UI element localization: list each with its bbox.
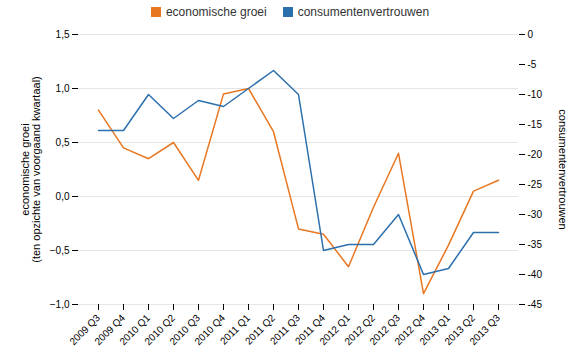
svg-text:1,0: 1,0 (56, 83, 70, 94)
svg-text:2011 Q4: 2011 Q4 (292, 312, 328, 347)
svg-text:−1,0: −1,0 (50, 299, 70, 310)
svg-text:-20: -20 (528, 149, 543, 160)
svg-text:2012 Q2: 2012 Q2 (342, 312, 378, 348)
svg-text:-15: -15 (528, 119, 543, 130)
svg-text:-5: -5 (528, 59, 537, 70)
svg-text:2013 Q3: 2013 Q3 (467, 312, 502, 347)
svg-text:2011 Q2: 2011 Q2 (242, 312, 278, 347)
svg-text:2010 Q4: 2010 Q4 (192, 312, 228, 348)
svg-text:1,5: 1,5 (56, 29, 70, 40)
svg-text:2009 Q4: 2009 Q4 (92, 312, 128, 348)
svg-text:0: 0 (528, 29, 534, 40)
svg-text:2010 Q1: 2010 Q1 (117, 312, 153, 348)
svg-text:-25: -25 (528, 179, 543, 190)
svg-text:2012 Q4: 2012 Q4 (392, 312, 428, 348)
svg-text:2013 Q1: 2013 Q1 (417, 312, 453, 348)
svg-text:2011 Q1: 2011 Q1 (217, 312, 253, 347)
svg-text:economische groei(ten opzichte: economische groei(ten opzichte van voorg… (19, 76, 42, 263)
svg-text:2009 Q3: 2009 Q3 (67, 312, 103, 348)
svg-text:2010 Q3: 2010 Q3 (167, 312, 203, 348)
svg-text:-35: -35 (528, 239, 543, 250)
svg-text:2011 Q3: 2011 Q3 (267, 312, 303, 347)
svg-text:-40: -40 (528, 269, 543, 280)
html-text:economische groei: economische groei (165, 5, 267, 19)
svg-text:-45: -45 (528, 299, 543, 310)
svg-text:-30: -30 (528, 209, 543, 220)
svg-text:2010 Q2: 2010 Q2 (142, 312, 178, 348)
svg-text:-10: -10 (528, 89, 543, 100)
svg-text:−0,5: −0,5 (50, 245, 70, 256)
svg-text:0,5: 0,5 (56, 137, 70, 148)
svg-text:2012 Q3: 2012 Q3 (367, 312, 403, 348)
svg-text:2012 Q1: 2012 Q1 (317, 312, 353, 348)
svg-text:consumentenvertrouwen: consumentenvertrouwen (557, 109, 569, 229)
svg-text:0,0: 0,0 (56, 191, 70, 202)
svg-text:2013 Q2: 2013 Q2 (442, 312, 478, 348)
html-text:consumentenvertrouwen: consumentenvertrouwen (297, 5, 430, 19)
